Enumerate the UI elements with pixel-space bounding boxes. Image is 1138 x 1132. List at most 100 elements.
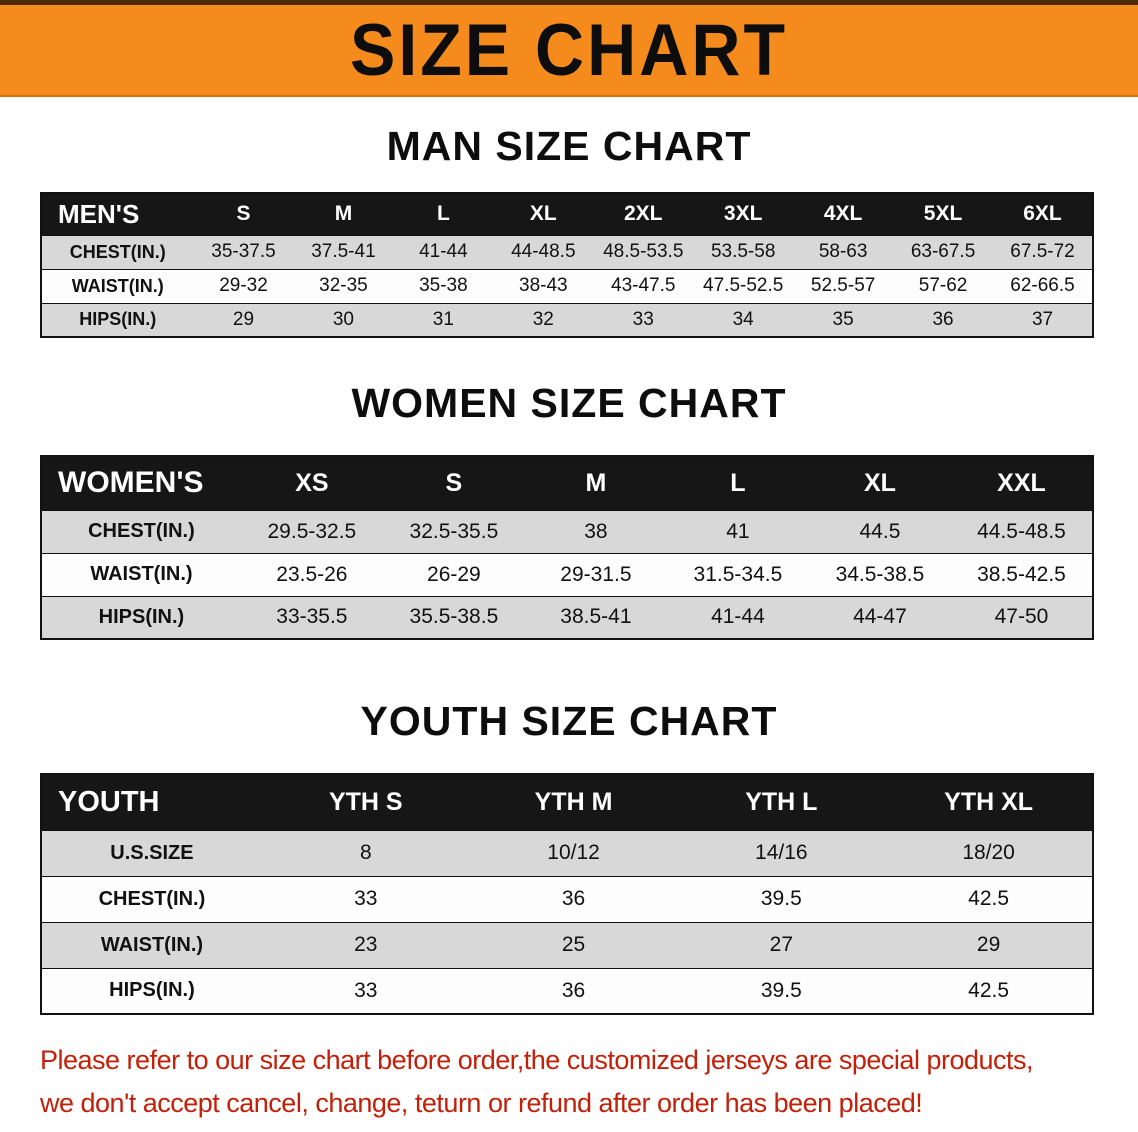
value-cell: 23 xyxy=(261,921,470,968)
value-cell: 42.5 xyxy=(885,875,1093,922)
table-row: WAIST(IN.) 29-32 32-35 35-38 38-43 43-47.5 47.… xyxy=(41,268,1093,303)
row-label-cell: WAIST(IN.) xyxy=(41,268,194,303)
size-column-header: 4XL xyxy=(793,193,894,235)
value-cell: 37.5-41 xyxy=(293,234,394,269)
row-label-cell: HIPS(IN.) xyxy=(41,302,194,337)
value-cell: 38.5-41 xyxy=(524,595,667,639)
value-cell: 32-35 xyxy=(293,268,394,303)
value-cell: 25 xyxy=(469,921,678,968)
value-cell: 35 xyxy=(793,302,894,337)
value-cell: 57-62 xyxy=(893,268,994,303)
size-column-header: XS xyxy=(240,456,383,510)
value-cell: 33-35.5 xyxy=(240,595,383,639)
value-cell: 29-32 xyxy=(193,268,294,303)
size-table: WOMEN'S XS S M L XL XXL CHEST(IN.) 29.5-32.5 32.5… xyxy=(40,455,1094,640)
size-column-header: 2XL xyxy=(593,193,694,235)
size-column-header: YTH XL xyxy=(885,774,1093,830)
value-cell: 33 xyxy=(261,967,470,1014)
value-cell: 63-67.5 xyxy=(893,234,994,269)
value-cell: 34 xyxy=(693,302,794,337)
table-row: HIPS(IN.) 29 30 31 32 33 34 35 36 37 xyxy=(41,302,1093,337)
value-cell: 8 xyxy=(261,829,470,876)
header-row: YOUTH YTH S YTH M YTH L YTH XL xyxy=(41,774,1093,830)
value-cell: 18/20 xyxy=(885,829,1093,876)
value-cell: 36 xyxy=(893,302,994,337)
size-column-header: M xyxy=(293,193,394,235)
value-cell: 26-29 xyxy=(382,552,525,596)
value-cell: 23.5-26 xyxy=(240,552,383,596)
size-table: YOUTH YTH S YTH M YTH L YTH XL U.S.SIZE 8 10/12… xyxy=(40,773,1094,1015)
value-cell: 42.5 xyxy=(885,967,1093,1014)
size-column-header: L xyxy=(666,456,809,510)
value-cell: 35.5-38.5 xyxy=(382,595,525,639)
value-cell: 41-44 xyxy=(393,234,494,269)
value-cell: 41 xyxy=(666,509,809,553)
size-column-header: XL xyxy=(808,456,951,510)
table-title-cell: WOMEN'S xyxy=(41,456,241,510)
disclaimer-line-1: Please refer to our size chart before or… xyxy=(40,1045,1034,1075)
row-label-cell: CHEST(IN.) xyxy=(41,509,241,553)
size-column-header: 6XL xyxy=(993,193,1093,235)
size-column-header: XXL xyxy=(950,456,1093,510)
value-cell: 10/12 xyxy=(469,829,678,876)
disclaimer-line-2: we don't accept cancel, change, teturn o… xyxy=(40,1088,923,1119)
size-column-header: XL xyxy=(493,193,594,235)
youth-size-table: YOUTH YTH S YTH M YTH L YTH XL U.S.SIZE 8 10/12… xyxy=(40,773,1094,1015)
womens-size-table: WOMEN'S XS S M L XL XXL CHEST(IN.) 29.5-32.5 32.5… xyxy=(40,455,1094,640)
value-cell: 27 xyxy=(677,921,886,968)
page-title: SIZE CHART xyxy=(350,8,788,92)
value-cell: 62-66.5 xyxy=(993,268,1093,303)
man-size-chart-heading: MAN SIZE CHART xyxy=(386,123,752,169)
value-cell: 43-47.5 xyxy=(593,268,694,303)
value-cell: 37 xyxy=(993,302,1093,337)
size-column-header: YTH L xyxy=(677,774,886,830)
value-cell: 44-48.5 xyxy=(493,234,594,269)
value-cell: 44.5-48.5 xyxy=(950,509,1093,553)
size-column-header: S xyxy=(382,456,525,510)
disclaimer-text: Please refer to our size chart before or… xyxy=(40,1039,1138,1125)
table-row: WAIST(IN.) 23 25 27 29 xyxy=(41,921,1093,968)
value-cell: 41-44 xyxy=(666,595,809,639)
size-column-header: M xyxy=(524,456,667,510)
value-cell: 31 xyxy=(393,302,494,337)
size-column-header: 5XL xyxy=(893,193,994,235)
value-cell: 52.5-57 xyxy=(793,268,894,303)
value-cell: 44.5 xyxy=(808,509,951,553)
value-cell: 53.5-58 xyxy=(693,234,794,269)
value-cell: 30 xyxy=(293,302,394,337)
table-row: HIPS(IN.) 33-35.5 35.5-38.5 38.5-41 41-44 44-… xyxy=(41,595,1093,639)
value-cell: 48.5-53.5 xyxy=(593,234,694,269)
value-cell: 39.5 xyxy=(677,875,886,922)
value-cell: 33 xyxy=(261,875,470,922)
value-cell: 32.5-35.5 xyxy=(382,509,525,553)
value-cell: 29.5-32.5 xyxy=(240,509,383,553)
value-cell: 31.5-34.5 xyxy=(666,552,809,596)
row-label-cell: HIPS(IN.) xyxy=(41,595,241,639)
value-cell: 47.5-52.5 xyxy=(693,268,794,303)
size-column-header: 3XL xyxy=(693,193,794,235)
women-size-chart-heading: WOMEN SIZE CHART xyxy=(351,380,787,426)
size-column-header: L xyxy=(393,193,494,235)
value-cell: 39.5 xyxy=(677,967,886,1014)
value-cell: 35-38 xyxy=(393,268,494,303)
row-label-cell: U.S.SIZE xyxy=(41,829,262,876)
value-cell: 38 xyxy=(524,509,667,553)
value-cell: 67.5-72 xyxy=(993,234,1093,269)
table-row: HIPS(IN.) 33 36 39.5 42.5 xyxy=(41,967,1093,1014)
value-cell: 32 xyxy=(493,302,594,337)
value-cell: 38.5-42.5 xyxy=(950,552,1093,596)
size-column-header: YTH S xyxy=(261,774,470,830)
value-cell: 29 xyxy=(193,302,294,337)
size-table: MEN'S S M L XL 2XL 3XL 4XL 5XL 6XL CHEST(IN.) 35-37… xyxy=(40,192,1094,338)
value-cell: 36 xyxy=(469,875,678,922)
header-row: WOMEN'S XS S M L XL XXL xyxy=(41,456,1093,510)
value-cell: 33 xyxy=(593,302,694,337)
value-cell: 44-47 xyxy=(808,595,951,639)
row-label-cell: WAIST(IN.) xyxy=(41,921,262,968)
value-cell: 38-43 xyxy=(493,268,594,303)
row-label-cell: WAIST(IN.) xyxy=(41,552,241,596)
mens-size-table: MEN'S S M L XL 2XL 3XL 4XL 5XL 6XL CHEST(IN.) 35-37… xyxy=(40,192,1094,338)
table-row: U.S.SIZE 8 10/12 14/16 18/20 xyxy=(41,829,1093,876)
header-row: MEN'S S M L XL 2XL 3XL 4XL 5XL 6XL xyxy=(41,193,1093,235)
row-label-cell: CHEST(IN.) xyxy=(41,875,262,922)
